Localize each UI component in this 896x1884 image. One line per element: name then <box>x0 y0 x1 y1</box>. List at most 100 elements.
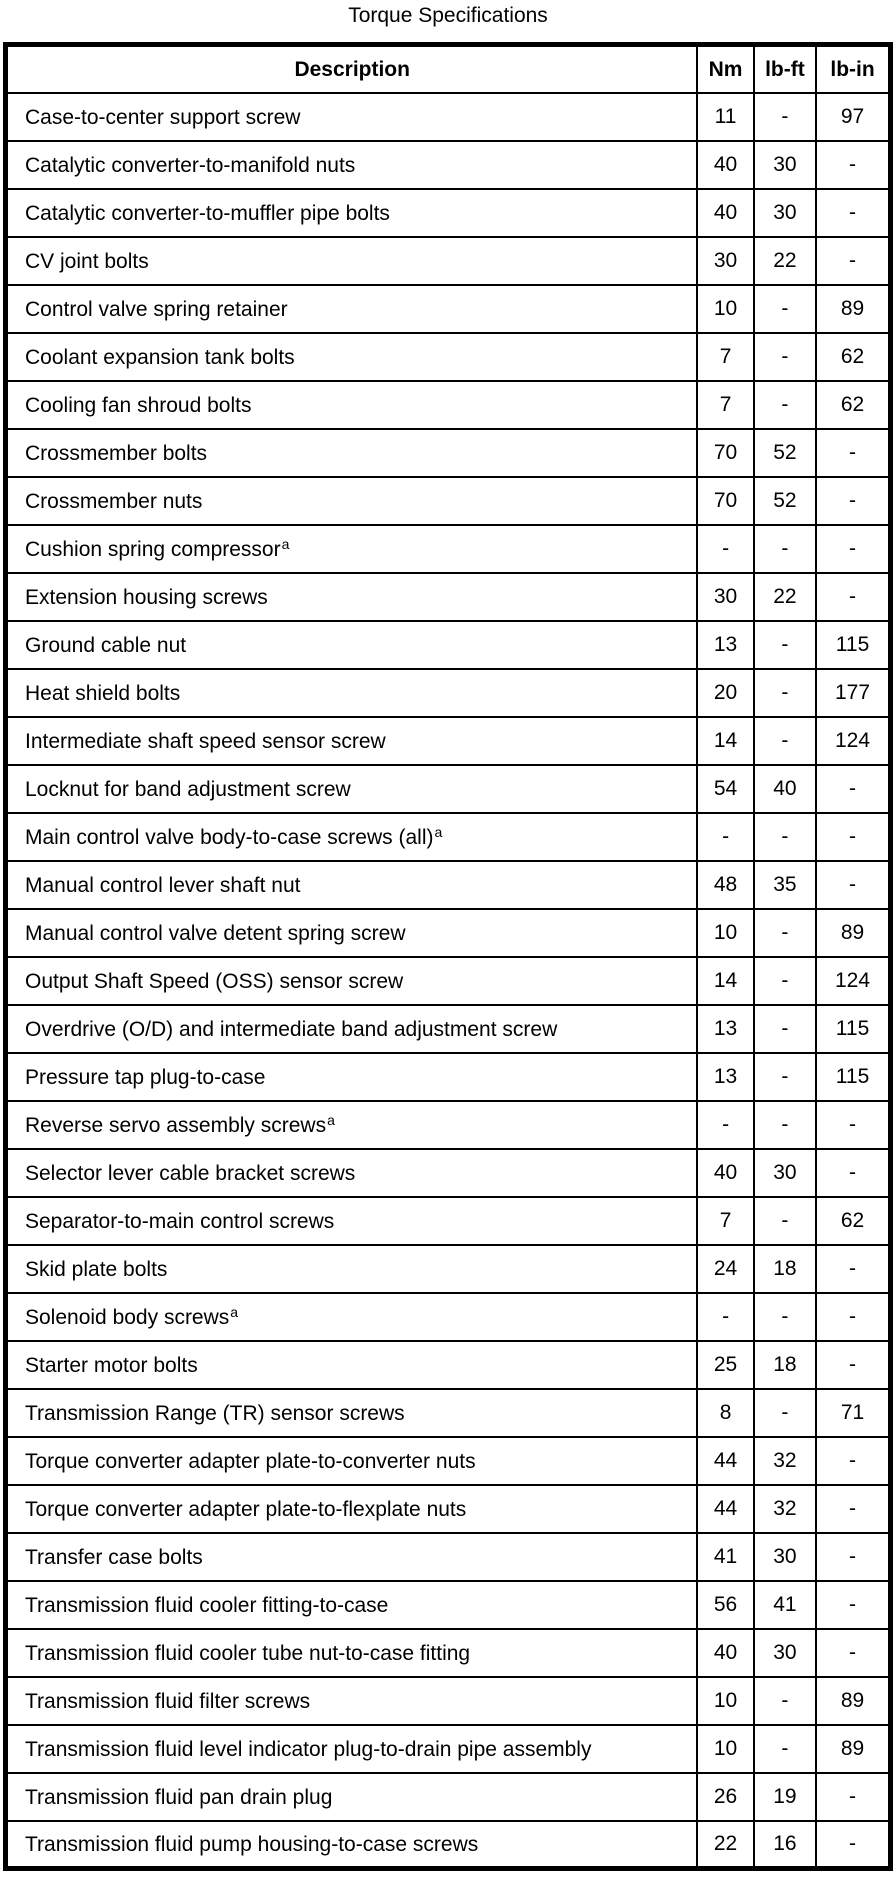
row-nm-value: 44 <box>696 1435 755 1486</box>
row-lbft-value: - <box>752 331 818 382</box>
column-header-description: Description <box>4 43 699 94</box>
row-description-text: Control valve spring retainer <box>25 297 288 321</box>
table-row: Control valve spring retainer 10 - 89 <box>4 283 892 334</box>
row-lbft-value: - <box>752 283 818 334</box>
row-description-text: CV joint bolts <box>25 249 149 273</box>
row-nm-value: 48 <box>696 859 755 910</box>
row-lbin-value: 97 <box>815 91 892 142</box>
row-nm-value: 10 <box>696 907 755 958</box>
row-lbin-value: 89 <box>815 1723 892 1774</box>
row-description-text: Locknut for band adjustment screw <box>25 777 351 801</box>
row-lbft-value: - <box>752 1675 818 1726</box>
row-lbft-value: - <box>752 715 818 766</box>
row-lbin-value: - <box>815 1483 892 1534</box>
row-nm-value: 70 <box>696 427 755 478</box>
table-row: Skid plate bolts 24 18 - <box>4 1243 892 1294</box>
row-lbin-value: 62 <box>815 331 892 382</box>
row-description-text: Crossmember bolts <box>25 441 208 465</box>
table-row: Transmission Range (TR) sensor screws 8 … <box>4 1387 892 1438</box>
row-lbin-value: 115 <box>815 1051 892 1102</box>
row-nm-value: - <box>696 1291 755 1342</box>
row-lbft-value: - <box>752 1099 818 1150</box>
row-lbin-value: - <box>815 1771 892 1822</box>
row-nm-value: 7 <box>696 331 755 382</box>
table-row: Main control valve body-to-case screws (… <box>4 811 892 862</box>
row-lbft-value: 19 <box>752 1771 818 1822</box>
row-lbft-value: - <box>752 1195 818 1246</box>
row-description-text: Transmission fluid pan drain plug <box>25 1785 333 1809</box>
row-lbft-value: - <box>752 667 818 718</box>
row-lbft-value: 52 <box>752 427 818 478</box>
table-row: Transmission fluid level indicator plug-… <box>4 1723 892 1774</box>
row-description: Control valve spring retainer <box>4 283 699 334</box>
row-description-text: Pressure tap plug-to-case <box>25 1065 266 1089</box>
row-lbin-value: - <box>815 859 892 910</box>
table-row: Overdrive (O/D) and intermediate band ad… <box>4 1003 892 1054</box>
row-lbft-value: - <box>752 1051 818 1102</box>
table-row: Transmission fluid pump housing-to-case … <box>4 1819 892 1870</box>
table-row: Cooling fan shroud bolts 7 - 62 <box>4 379 892 430</box>
row-description: Extension housing screws <box>4 571 699 622</box>
row-nm-value: 41 <box>696 1531 755 1582</box>
row-lbin-value: - <box>815 139 892 190</box>
row-description: Transmission fluid cooler tube nut-to-ca… <box>4 1627 699 1678</box>
row-nm-value: 14 <box>696 955 755 1006</box>
row-nm-value: 26 <box>696 1771 755 1822</box>
row-description-text: Manual control lever shaft nut <box>25 873 301 897</box>
row-lbin-value: 62 <box>815 379 892 430</box>
table-row: Transmission fluid pan drain plug 26 19 … <box>4 1771 892 1822</box>
table-row: Locknut for band adjustment screw 54 40 … <box>4 763 892 814</box>
row-nm-value: 44 <box>696 1483 755 1534</box>
row-lbin-value: 124 <box>815 715 892 766</box>
row-lbft-value: 35 <box>752 859 818 910</box>
row-lbft-value: 22 <box>752 571 818 622</box>
row-lbft-value: 30 <box>752 1627 818 1678</box>
row-description: Torque converter adapter plate-to-conver… <box>4 1435 699 1486</box>
table-row: Transmission fluid cooler fitting-to-cas… <box>4 1579 892 1630</box>
row-nm-value: 25 <box>696 1339 755 1390</box>
row-lbft-value: 22 <box>752 235 818 286</box>
table-row: Torque converter adapter plate-to-flexpl… <box>4 1483 892 1534</box>
row-nm-value: 24 <box>696 1243 755 1294</box>
row-description-text: Catalytic converter-to-muffler pipe bolt… <box>25 201 390 225</box>
table-row: Torque converter adapter plate-to-conver… <box>4 1435 892 1486</box>
row-lbin-value: - <box>815 1531 892 1582</box>
row-description: Transfer case bolts <box>4 1531 699 1582</box>
row-description-text: Cooling fan shroud bolts <box>25 393 252 417</box>
row-lbft-value: - <box>752 1291 818 1342</box>
row-nm-value: 13 <box>696 1003 755 1054</box>
row-nm-value: 10 <box>696 1723 755 1774</box>
row-description: Cushion spring compressora <box>4 523 699 574</box>
table-row: Pressure tap plug-to-case 13 - 115 <box>4 1051 892 1102</box>
table-row: Transmission fluid filter screws 10 - 89 <box>4 1675 892 1726</box>
row-lbft-value: 41 <box>752 1579 818 1630</box>
row-description-text: Transmission fluid level indicator plug-… <box>25 1737 592 1761</box>
row-description-text: Transmission fluid cooler fitting-to-cas… <box>25 1593 389 1617</box>
table-row: Transmission fluid cooler tube nut-to-ca… <box>4 1627 892 1678</box>
row-lbin-value: 89 <box>815 283 892 334</box>
row-description: Torque converter adapter plate-to-flexpl… <box>4 1483 699 1534</box>
row-lbft-value: - <box>752 91 818 142</box>
row-description-text: Coolant expansion tank bolts <box>25 345 295 369</box>
row-description-text: Case-to-center support screw <box>25 105 301 129</box>
row-lbft-value: 30 <box>752 1147 818 1198</box>
row-description-text: Torque converter adapter plate-to-flexpl… <box>25 1497 467 1521</box>
row-description-text: Transmission fluid cooler tube nut-to-ca… <box>25 1641 471 1665</box>
row-nm-value: 11 <box>696 91 755 142</box>
table-row: Crossmember nuts 70 52 - <box>4 475 892 526</box>
column-header-nm: Nm <box>696 43 755 94</box>
row-lbft-value: - <box>752 1003 818 1054</box>
row-description: Ground cable nut <box>4 619 699 670</box>
row-nm-value: 30 <box>696 235 755 286</box>
header-row: Description Nm lb-ft lb-in <box>4 43 892 94</box>
table-row: Crossmember bolts 70 52 - <box>4 427 892 478</box>
row-lbft-value: - <box>752 907 818 958</box>
row-nm-value: - <box>696 1099 755 1150</box>
row-footnote-marker: a <box>434 823 443 840</box>
row-description: Solenoid body screwsa <box>4 1291 699 1342</box>
row-description: Transmission fluid pump housing-to-case … <box>4 1819 699 1870</box>
row-lbft-value: 30 <box>752 139 818 190</box>
row-lbin-value: - <box>815 811 892 862</box>
row-lbin-value: - <box>815 1627 892 1678</box>
